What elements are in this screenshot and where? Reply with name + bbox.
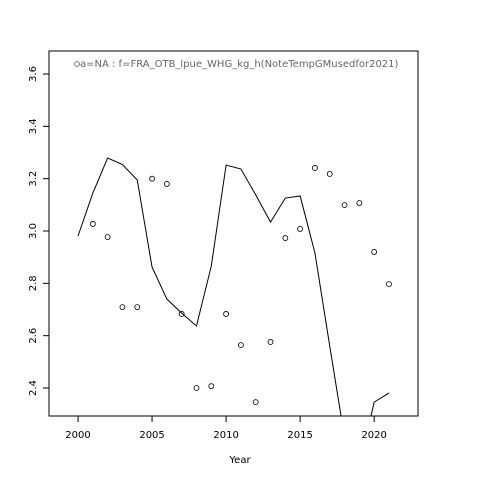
legend-marker [74, 61, 80, 67]
point [134, 304, 141, 311]
point [208, 383, 215, 390]
point [89, 221, 96, 227]
point [193, 385, 200, 391]
point [386, 281, 392, 288]
y-tick-label: 2.6 [28, 328, 39, 344]
x-tick-label: 2015 [287, 430, 312, 441]
point [119, 304, 126, 311]
plot-area [77, 157, 392, 416]
point [104, 234, 111, 240]
y-tick-label: 3.0 [28, 223, 39, 239]
y-tick-label: 2.8 [28, 275, 39, 291]
point [252, 399, 259, 406]
point [371, 249, 378, 255]
point [297, 226, 304, 232]
point [178, 311, 185, 317]
x-tick-label: 2005 [139, 430, 164, 441]
line [77, 157, 390, 416]
point [312, 165, 318, 171]
point [356, 200, 363, 206]
point [163, 181, 170, 187]
x-axis-label: Year [228, 455, 251, 466]
x-tick-label: 2000 [65, 430, 90, 441]
x-tick-label: 2020 [361, 430, 386, 441]
point [282, 235, 289, 241]
x-tick-label: 2010 [213, 430, 238, 441]
y-tick-label: 3.6 [28, 66, 39, 82]
y-tick-label: 2.4 [28, 380, 39, 396]
point [238, 342, 244, 348]
point [223, 311, 229, 317]
plot-frame [48, 50, 419, 417]
point [326, 171, 333, 177]
y-tick-label: 3.2 [28, 171, 39, 187]
point [149, 175, 155, 182]
point [341, 202, 348, 209]
y-tick-label: 3.4 [28, 118, 39, 134]
legend-label: a=NA : f=FRA_OTB_lpue_WHG_kg_h(NoteTempG… [80, 59, 399, 70]
point [267, 339, 274, 345]
